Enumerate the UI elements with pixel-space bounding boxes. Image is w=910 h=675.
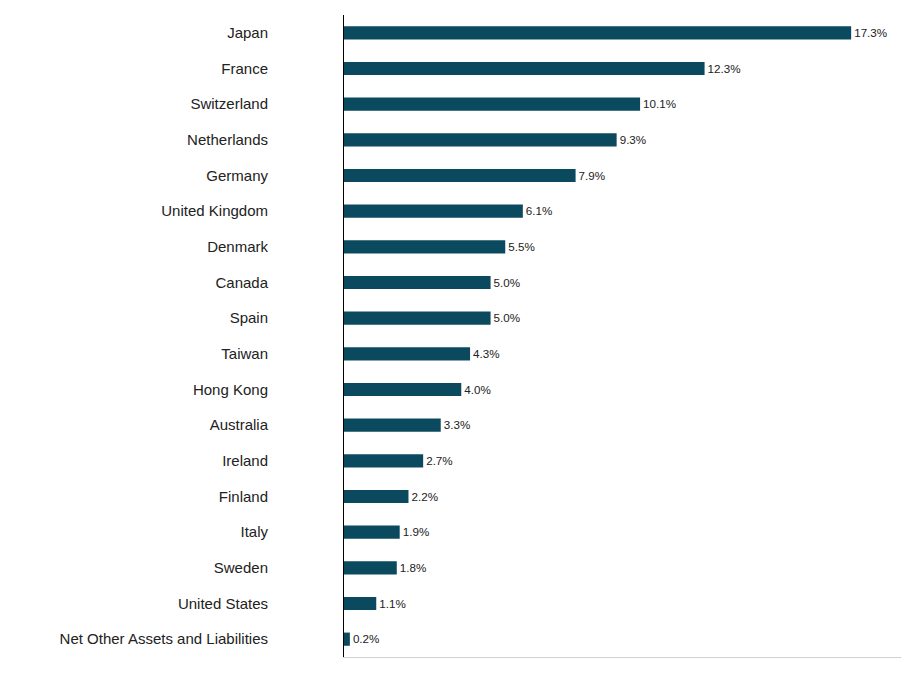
svg-text:Hong Kong: Hong Kong [193,381,268,398]
svg-text:Spain: Spain [230,309,268,326]
svg-text:5.5%: 5.5% [508,240,535,253]
svg-text:Switzerland: Switzerland [190,95,268,112]
svg-text:3.3%: 3.3% [444,418,471,431]
svg-text:France: France [221,60,268,77]
svg-text:4.0%: 4.0% [464,383,491,396]
svg-text:Germany: Germany [206,167,268,184]
svg-text:4.3%: 4.3% [473,347,500,360]
svg-text:Taiwan: Taiwan [221,345,268,362]
svg-text:Sweden: Sweden [214,559,268,576]
svg-text:Denmark: Denmark [207,238,268,255]
svg-text:17.3%: 17.3% [854,26,887,39]
svg-text:United Kingdom: United Kingdom [161,202,268,219]
svg-text:2.7%: 2.7% [426,454,453,467]
svg-text:1.8%: 1.8% [400,561,427,574]
svg-text:Canada: Canada [215,274,268,291]
svg-text:Japan: Japan [227,24,268,41]
svg-text:United States: United States [178,595,268,612]
svg-text:Finland: Finland [219,488,268,505]
svg-text:Netherlands: Netherlands [187,131,268,148]
svg-text:0.2%: 0.2% [353,632,380,645]
svg-text:Net Other Assets and Liabiliti: Net Other Assets and Liabilities [60,630,268,647]
svg-text:10.1%: 10.1% [643,97,676,110]
svg-text:7.9%: 7.9% [579,169,606,182]
svg-text:1.1%: 1.1% [379,597,406,610]
svg-text:Ireland: Ireland [222,452,268,469]
svg-text:Italy: Italy [240,523,268,540]
svg-text:12.3%: 12.3% [708,62,741,75]
svg-text:9.3%: 9.3% [620,133,647,146]
svg-text:6.1%: 6.1% [526,204,553,217]
svg-text:1.9%: 1.9% [403,525,430,538]
svg-text:5.0%: 5.0% [494,276,521,289]
svg-text:2.2%: 2.2% [412,490,439,503]
svg-text:Australia: Australia [210,416,269,433]
svg-text:5.0%: 5.0% [494,311,521,324]
